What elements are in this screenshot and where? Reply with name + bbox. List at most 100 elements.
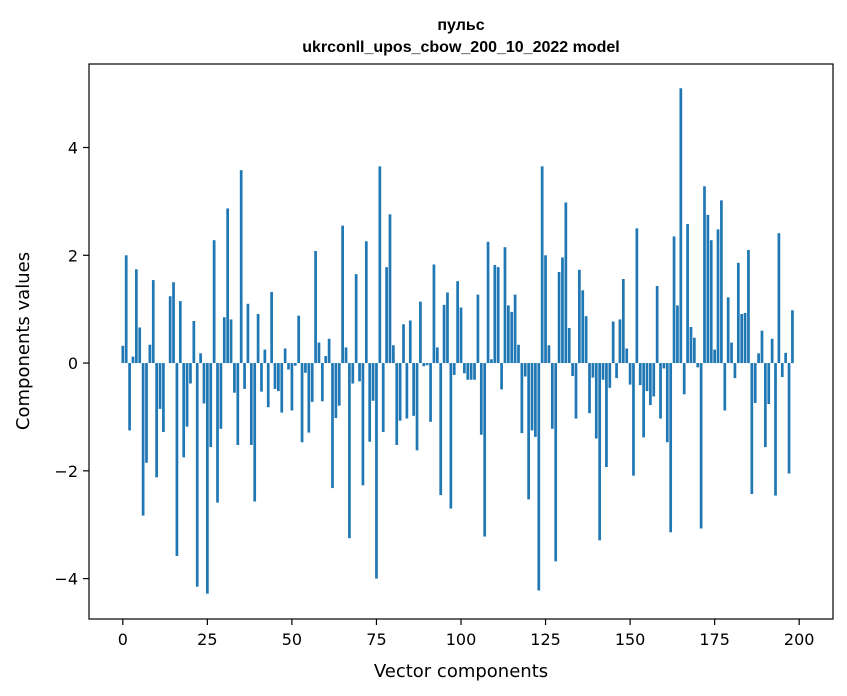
y-axis-label: Components values [13, 252, 34, 430]
bar-192 [770, 338, 774, 364]
bar-0 [121, 345, 125, 364]
bar-130 [561, 257, 564, 364]
x-axis-label: Vector components [374, 661, 548, 682]
bar-42 [263, 349, 267, 364]
bar-51 [293, 363, 297, 366]
bar-143 [605, 363, 608, 468]
bar-181 [733, 363, 737, 379]
bar-149 [625, 348, 629, 364]
bar-90 [425, 363, 429, 366]
bar-38 [249, 363, 253, 445]
bar-55 [307, 363, 311, 433]
bar-173 [706, 214, 710, 364]
bar-158 [655, 286, 659, 364]
bar-86 [412, 363, 416, 416]
bar-64 [337, 363, 341, 406]
bar-194 [777, 233, 781, 364]
bar-109 [490, 359, 493, 364]
bar-113 [503, 247, 507, 364]
bar-16 [175, 363, 179, 556]
bar-98 [452, 363, 456, 375]
bar-144 [608, 363, 612, 388]
bar-177 [720, 200, 723, 364]
bar-198 [791, 310, 794, 364]
bar-187 [753, 363, 757, 403]
bar-91 [429, 363, 432, 422]
bar-179 [726, 297, 730, 364]
bar-128 [554, 363, 558, 562]
bar-83 [402, 324, 405, 364]
bar-62 [331, 363, 334, 489]
y-tick-label: 4 [68, 139, 78, 158]
bar-45 [273, 363, 277, 389]
bar-75 [375, 363, 378, 579]
bar-34 [236, 363, 240, 445]
bar-168 [689, 326, 693, 364]
bar-36 [243, 363, 246, 389]
bar-145 [611, 321, 615, 364]
x-tick-label: 25 [197, 630, 217, 649]
bar-126 [547, 345, 551, 364]
bar-97 [449, 363, 453, 509]
bar-162 [669, 363, 673, 533]
bar-99 [456, 281, 459, 364]
bar-63 [334, 363, 338, 419]
bar-120 [527, 363, 530, 500]
bar-105 [476, 294, 480, 364]
bar-111 [496, 267, 500, 364]
bar-165 [679, 88, 683, 364]
bar-29 [219, 363, 223, 429]
bar-4 [134, 269, 138, 364]
x-tick-label: 75 [366, 630, 386, 649]
x-tick-label: 150 [615, 630, 646, 649]
bar-24 [202, 363, 206, 404]
bar-133 [571, 363, 574, 376]
bar-182 [736, 262, 740, 364]
bar-39 [253, 363, 257, 502]
bar-107 [483, 363, 487, 537]
bar-108 [486, 241, 490, 364]
bar-84 [405, 363, 409, 419]
bar-58 [317, 342, 321, 364]
bar-150 [628, 363, 632, 385]
bar-9 [151, 280, 155, 364]
bar-89 [422, 363, 426, 367]
bar-35 [239, 170, 243, 364]
bar-80 [392, 345, 395, 364]
bar-139 [591, 363, 595, 378]
bar-95 [442, 304, 446, 364]
bar-160 [662, 363, 666, 369]
bar-197 [787, 363, 791, 474]
bar-6 [141, 363, 145, 516]
bar-11 [158, 363, 162, 409]
bar-72 [364, 241, 368, 364]
x-tick-label: 175 [699, 630, 730, 649]
x-axis-ticks: 0 25 50 75 100 125 150 175 200 [118, 619, 814, 649]
bar-71 [361, 363, 365, 486]
bar-190 [764, 363, 767, 448]
bar-135 [578, 269, 581, 364]
bar-10 [155, 363, 158, 478]
bar-101 [463, 363, 466, 374]
bar-49 [287, 363, 290, 370]
bar-54 [304, 363, 307, 373]
bar-142 [601, 363, 605, 380]
bar-41 [260, 363, 263, 392]
bar-155 [645, 363, 649, 392]
bar-32 [229, 319, 233, 364]
bar-60 [324, 356, 328, 364]
bar-57 [314, 250, 317, 364]
bar-67 [348, 363, 351, 539]
bar-178 [723, 363, 727, 411]
x-tick-label: 50 [282, 630, 302, 649]
bar-172 [703, 186, 706, 364]
bar-159 [659, 363, 662, 419]
bar-96 [446, 292, 449, 364]
bar-132 [567, 328, 571, 364]
bar-164 [676, 305, 679, 364]
bar-186 [750, 363, 754, 494]
bar-93 [435, 347, 439, 364]
bar-82 [398, 363, 402, 421]
bar-25 [206, 363, 209, 594]
